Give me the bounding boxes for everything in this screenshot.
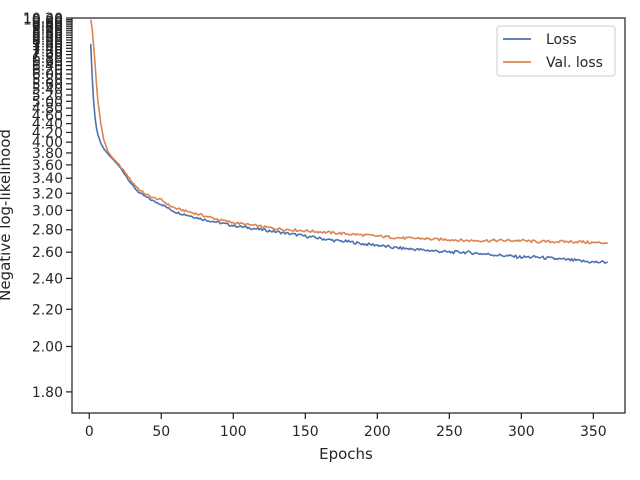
y-tick-label: 5.40 xyxy=(32,82,63,98)
y-tick-label: 9.60 xyxy=(32,16,63,32)
y-tick-label: 1.80 xyxy=(32,385,63,401)
y-tick-label: 2.40 xyxy=(32,271,63,287)
legend-label-val-loss: Val. loss xyxy=(546,55,603,71)
y-tick-label: 9.00 xyxy=(32,22,63,38)
plot-frame xyxy=(71,17,626,414)
y-tick-label: 5.80 xyxy=(32,72,63,88)
x-tick-label: 200 xyxy=(364,424,391,440)
x-tick-label: 50 xyxy=(152,424,170,440)
y-tick-label: 6.60 xyxy=(32,55,63,71)
x-axis-label: Epochs xyxy=(319,445,373,463)
y-tick-label: 9.80 xyxy=(32,14,63,30)
y-tick-label: 9.40 xyxy=(32,18,63,34)
y-tick-label: 7.40 xyxy=(32,41,63,57)
x-tick-label: 350 xyxy=(580,424,607,440)
y-tick-label: 7.00 xyxy=(32,48,63,64)
x-tick-label: 100 xyxy=(220,424,247,440)
y-tick-label: 5.00 xyxy=(32,94,63,110)
y-tick-label: 10.20 xyxy=(23,11,63,27)
y-tick-label: 7.80 xyxy=(32,36,63,52)
legend-label-loss: Loss xyxy=(546,32,577,48)
y-tick-label: 6.80 xyxy=(32,51,63,67)
x-axis: 0 50 100 150 200 250 300 350 xyxy=(85,413,607,440)
y-tick-label: 7.60 xyxy=(32,38,63,54)
y-tick-label: 8.40 xyxy=(32,28,63,44)
x-tick-label: 300 xyxy=(508,424,535,440)
y-tick-label: 5.20 xyxy=(32,88,63,104)
y-tick-label: 6.00 xyxy=(32,67,63,83)
y-axis: 1.80 2.00 2.20 2.40 2.60 2.80 3.003.203.403.60… xyxy=(23,11,72,401)
series-line-val-loss xyxy=(89,19,608,245)
y-tick-label: 4.20 xyxy=(32,125,63,141)
y-tick-label: 5.60 xyxy=(32,77,63,93)
x-tick-label: 250 xyxy=(436,424,463,440)
y-tick-label: 3.00 xyxy=(32,203,63,219)
y-tick-label: 4.40 xyxy=(32,117,63,133)
y-tick-label: 3.60 xyxy=(32,158,63,174)
y-tick-label: 4.80 xyxy=(32,101,63,117)
y-tick-label: 8.80 xyxy=(32,24,63,40)
y-tick-label: 8.60 xyxy=(32,26,63,42)
y-tick-label: 2.00 xyxy=(32,339,63,355)
series-layer xyxy=(89,19,608,264)
y-tick-label: 4.00 xyxy=(32,135,63,151)
y-tick-label: 7.20 xyxy=(32,44,63,60)
y-tick-label: 8.00 xyxy=(32,33,63,49)
series-line-loss xyxy=(89,43,608,264)
y-axis-label: Negative log-likelihood xyxy=(0,129,14,301)
y-tick-label: 4.60 xyxy=(32,109,63,125)
y-tick-label: 3.20 xyxy=(32,186,63,202)
y-tick-label: 2.60 xyxy=(32,245,63,261)
y-tick-label: 2.80 xyxy=(32,223,63,239)
y-tick-label: 6.40 xyxy=(32,59,63,75)
y-tick-label: 3.80 xyxy=(32,146,63,162)
y-tick-label: 9.20 xyxy=(32,20,63,36)
y-tick-label: 6.20 xyxy=(32,63,63,79)
x-tick-label: 0 xyxy=(85,424,94,440)
x-tick-label: 150 xyxy=(292,424,319,440)
legend: Loss Val. loss xyxy=(496,25,616,77)
y-tick-label: 8.20 xyxy=(32,31,63,47)
y-tick-label: 2.20 xyxy=(32,302,63,318)
y-tick-label: 10.00 xyxy=(23,13,63,29)
y-tick-label: 3.40 xyxy=(32,171,63,187)
